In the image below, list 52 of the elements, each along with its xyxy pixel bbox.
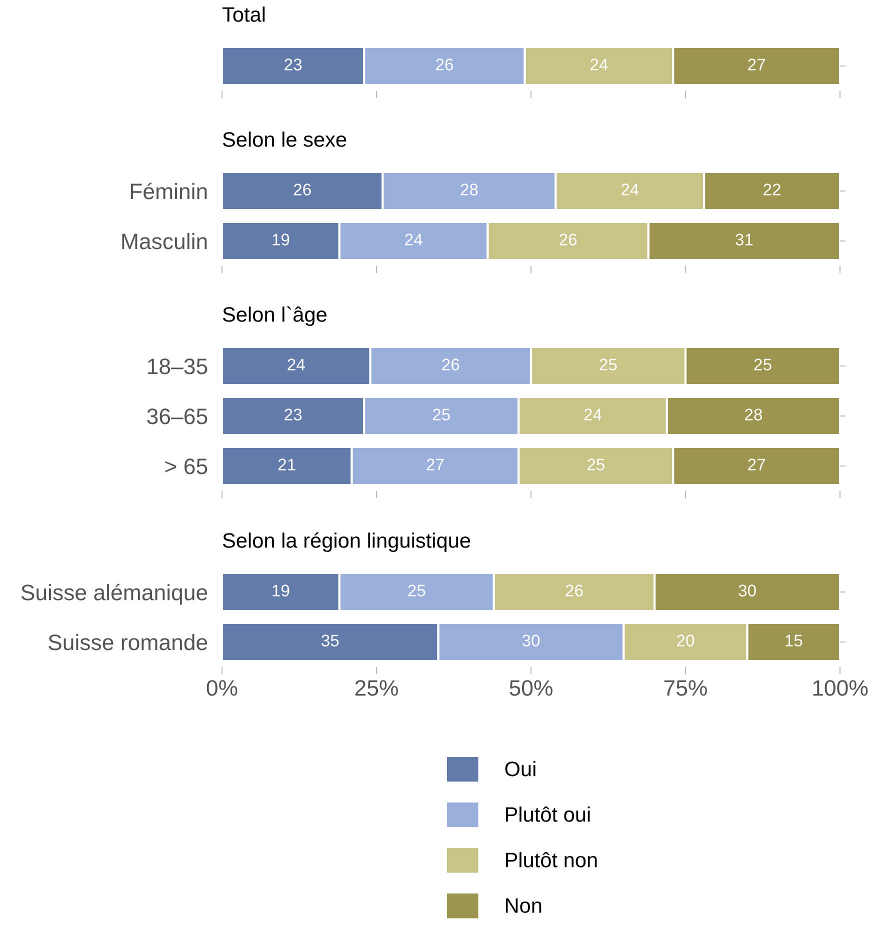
data-label: 27 <box>748 58 766 70</box>
data-label: 19 <box>272 234 290 246</box>
x-tick-label: 75% <box>664 680 707 696</box>
data-label: 28 <box>460 184 478 196</box>
y-tick-label: 36–65 <box>147 408 208 424</box>
data-label: 27 <box>748 458 766 470</box>
y-tick-label: Féminin <box>130 182 207 200</box>
data-label: 26 <box>294 184 311 196</box>
data-label: 24 <box>405 234 422 246</box>
chart-title: Total <box>222 6 265 22</box>
y-tick-label: Suisse romande <box>48 634 208 650</box>
data-label: 22 <box>764 184 780 196</box>
data-label: 25 <box>754 358 772 370</box>
chart-title: Selon la région linguistique <box>222 532 470 552</box>
data-label: 27 <box>426 458 444 470</box>
data-label: 20 <box>677 634 694 646</box>
y-tick-label: 18–35 <box>148 358 208 374</box>
chart-title: Selon le sexe <box>222 132 346 147</box>
data-label: 24 <box>590 58 608 70</box>
data-label: 30 <box>738 584 756 596</box>
data-label: 24 <box>584 408 602 420</box>
data-label: 21 <box>278 458 296 470</box>
data-label: 19 <box>272 584 290 596</box>
data-label: 23 <box>284 408 302 420</box>
data-label: 25 <box>432 408 450 420</box>
data-label: 23 <box>284 58 302 70</box>
data-label: 25 <box>408 584 426 596</box>
data-label: 26 <box>566 584 583 596</box>
data-label: 35 <box>322 634 339 646</box>
data-label: 15 <box>786 634 802 646</box>
data-label: 26 <box>436 58 454 70</box>
legend-label: Oui <box>505 761 536 776</box>
data-label: 24 <box>621 184 639 196</box>
y-tick-label: Suisse alémanique <box>21 584 208 605</box>
x-tick-label: 0% <box>206 680 238 696</box>
data-label: 26 <box>442 358 460 370</box>
x-tick-label: 25% <box>355 680 398 696</box>
data-label: 30 <box>522 634 540 646</box>
data-label: 25 <box>587 458 604 470</box>
y-tick-label: Masculin <box>122 232 207 250</box>
legend-label: Plutôt non <box>506 852 597 868</box>
data-label: 28 <box>745 408 762 420</box>
data-label: 24 <box>288 358 305 370</box>
data-label: 31 <box>736 234 753 246</box>
data-label: 25 <box>600 358 617 370</box>
legend-label: Non <box>506 898 542 913</box>
legend-label: Plutôt oui <box>506 806 590 822</box>
x-tick-label: 50% <box>510 680 552 696</box>
data-label: 26 <box>560 234 577 246</box>
chart-title: Selon l`âge <box>222 306 326 326</box>
x-tick-label: 100% <box>813 680 868 696</box>
y-tick-label: > 65 <box>165 458 208 474</box>
